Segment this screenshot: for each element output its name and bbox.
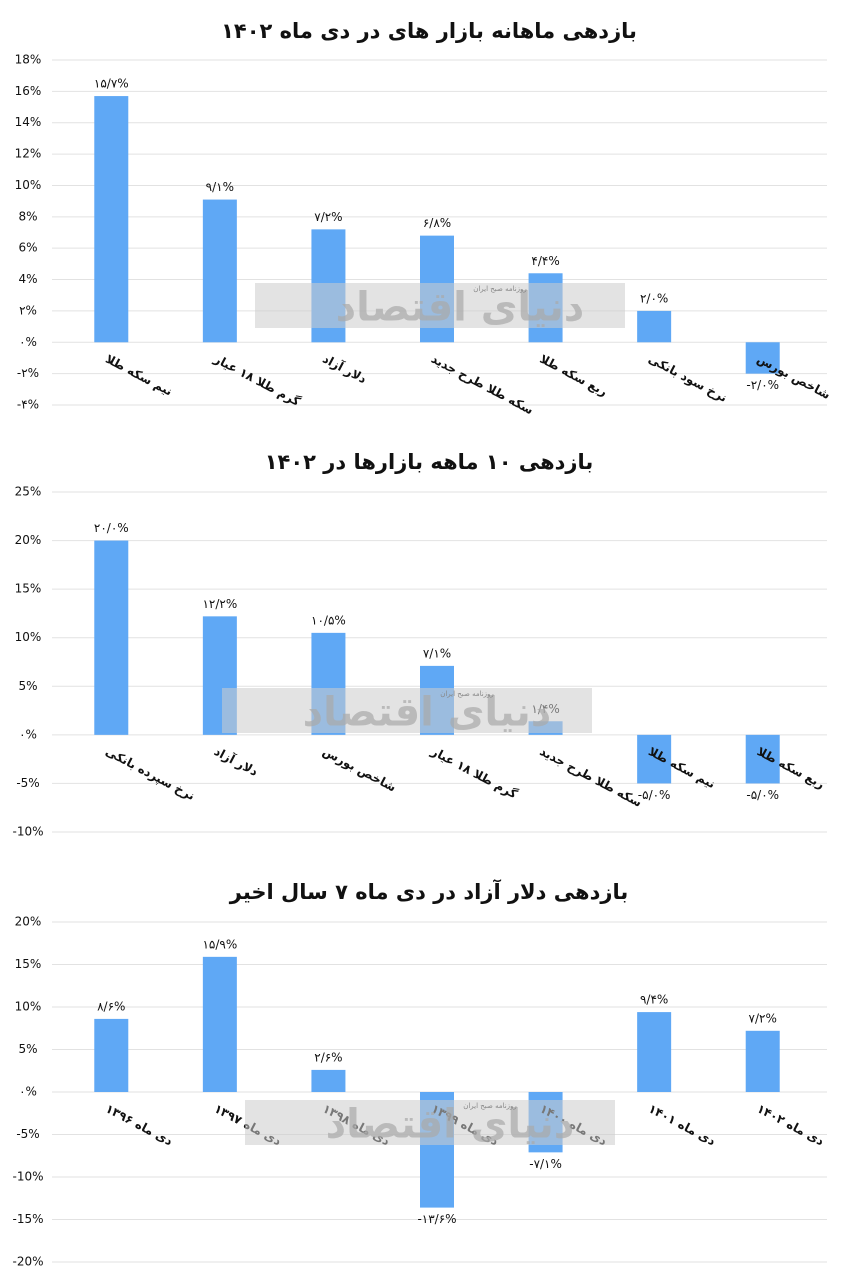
data-label: ۹/۱%	[206, 180, 234, 194]
x-tick-label: ربع سکه طلا	[538, 352, 610, 399]
data-label: ۷/۲%	[749, 1011, 777, 1025]
data-label: -۵/۰%	[638, 788, 671, 802]
chart-title: بازدهی دلار آزاد در دی ماه ۷ سال اخیر	[229, 879, 628, 904]
x-tick-label: نرخ سود بانکی	[646, 352, 730, 406]
bar	[637, 310, 672, 343]
data-label: ۲/۰%	[640, 291, 668, 305]
y-tick-label: 15%	[15, 957, 42, 971]
y-tick-label: -15%	[12, 1212, 43, 1226]
bar	[311, 1069, 346, 1092]
watermark: دنیای اقتصاد	[336, 285, 585, 331]
x-tick-label: نیم سکه طلا	[103, 352, 175, 399]
y-tick-label: 20%	[15, 533, 42, 547]
y-tick-label: 6%	[18, 241, 37, 255]
y-tick-label: -10%	[12, 825, 43, 839]
data-label: ۲/۶%	[314, 1050, 342, 1064]
bar	[202, 199, 237, 343]
data-label: ۲۰/۰%	[94, 521, 129, 535]
data-label: ۷/۱%	[423, 646, 451, 660]
y-tick-label: -۲%	[17, 366, 39, 380]
chart-title: بازدهی ۱۰ ماهه بازارها در ۱۴۰۲	[265, 450, 594, 474]
x-tick-label: دی ماه ۱۳۹۶	[103, 1101, 175, 1148]
bar	[94, 540, 129, 735]
x-tick-label: دلار آزاد	[320, 351, 369, 387]
x-tick-label: گرم طلا ۱۸ عیار	[428, 744, 520, 802]
y-tick-label: 16%	[15, 84, 42, 98]
y-tick-label: 5%	[18, 679, 37, 693]
watermark: دنیای اقتصاد	[326, 1102, 575, 1148]
data-label: -۱۳/۶%	[417, 1212, 456, 1226]
bar	[202, 956, 237, 1092]
watermark: دنیای اقتصاد	[303, 690, 552, 736]
x-tick-label: دی ماه ۱۴۰۱	[646, 1101, 718, 1148]
data-label: -۲/۰%	[746, 378, 779, 392]
data-label: ۱۲/۲%	[202, 597, 237, 611]
y-tick-label: 10%	[15, 1000, 42, 1014]
x-tick-label: سکه طلا طرح جدید	[429, 352, 536, 418]
bar	[94, 96, 129, 343]
data-label: ۷/۲%	[314, 210, 342, 224]
x-tick-label: سکه طلا طرح جدید	[538, 744, 645, 810]
x-tick-label: دلار آزاد	[212, 743, 261, 779]
bar	[94, 1018, 129, 1092]
watermark-tagline: روزنامه صبح ایران	[473, 285, 527, 293]
y-tick-label: -10%	[12, 1170, 43, 1184]
data-label: ۱۰/۵%	[311, 613, 346, 627]
x-tick-label: دی ماه ۱۴۰۲	[755, 1101, 827, 1148]
y-tick-label: ۲%	[19, 303, 37, 317]
data-label: ۱۵/۷%	[94, 77, 129, 91]
y-tick-label: -5%	[16, 776, 39, 790]
y-tick-label: 8%	[18, 209, 37, 223]
y-tick-label: 25%	[15, 485, 42, 499]
watermark-band	[255, 283, 625, 328]
y-tick-label: ۰%	[19, 727, 37, 741]
y-tick-label: 14%	[15, 115, 42, 129]
bar	[745, 342, 780, 374]
data-label: ۸/۶%	[97, 999, 125, 1013]
x-tick-label: شاخص بورس	[320, 744, 399, 795]
y-tick-label: -20%	[12, 1255, 43, 1269]
y-tick-label: 5%	[18, 1042, 37, 1056]
y-tick-label: -۴%	[17, 398, 39, 412]
y-tick-label: ۰%	[19, 335, 37, 349]
y-tick-label: 4%	[18, 272, 37, 286]
x-tick-label: نرخ سپرده بانکی	[103, 744, 197, 803]
bar	[745, 734, 780, 784]
data-label: ۶/۸%	[423, 216, 451, 230]
y-tick-label: 10%	[15, 178, 42, 192]
watermark-tagline: روزنامه صبح ایران	[440, 690, 494, 698]
bar	[637, 734, 672, 784]
bar	[745, 1030, 780, 1092]
data-label: -۵/۰%	[746, 788, 779, 802]
bar	[637, 1012, 672, 1092]
y-tick-label: 12%	[15, 147, 42, 161]
y-tick-label: 18%	[15, 53, 42, 67]
x-tick-label: گرم طلا ۱۸ عیار	[210, 351, 302, 409]
watermark-tagline: روزنامه صبح ایران	[463, 1102, 517, 1110]
y-tick-label: 15%	[15, 582, 42, 596]
chart-title: بازدهی ماهانه بازار های در دی ماه ۱۴۰۲	[221, 19, 637, 43]
data-label: ۴/۴%	[531, 254, 559, 268]
watermark-band	[245, 1100, 615, 1145]
y-tick-label: -5%	[16, 1127, 39, 1141]
watermark-band	[222, 688, 592, 733]
data-label: ۱۵/۹%	[202, 937, 237, 951]
y-tick-label: 20%	[15, 915, 42, 929]
y-tick-label: 10%	[15, 630, 42, 644]
data-label: -۷/۱%	[529, 1157, 562, 1171]
data-label: ۹/۴%	[640, 993, 668, 1007]
y-tick-label: ۰%	[19, 1085, 37, 1099]
